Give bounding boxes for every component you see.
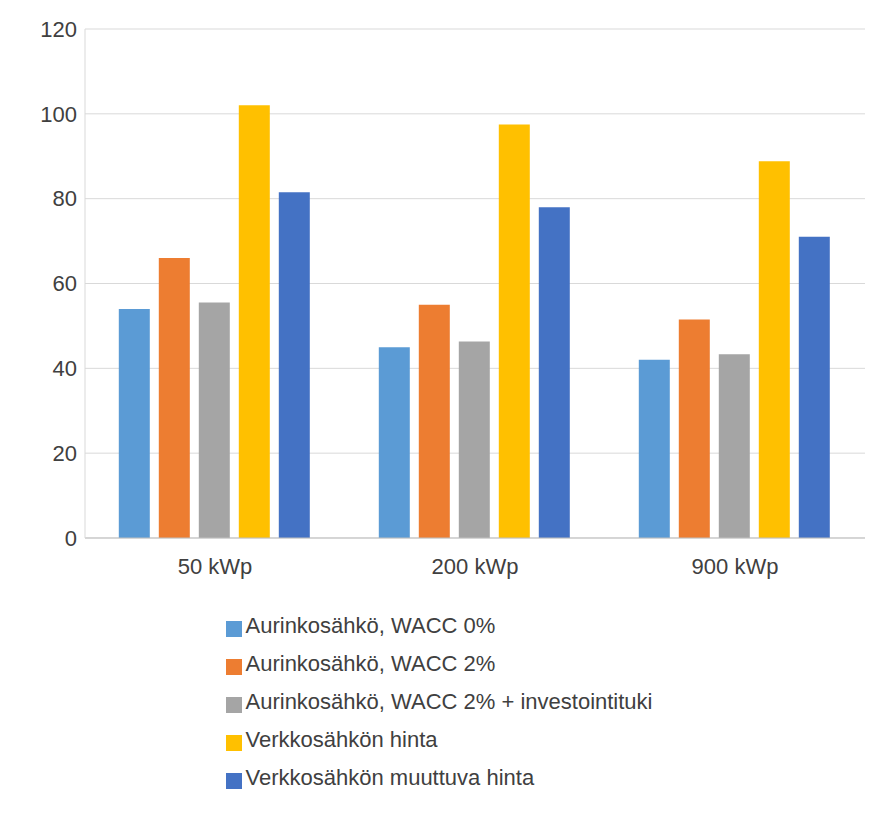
svg-text:100: 100 [40,102,77,127]
html-text:Aurinkosähkö, WACC 0%: Aurinkosähkö, WACC 0% [245,613,496,638]
html-text:Aurinkosähkö, WACC 2%: Aurinkosähkö, WACC 2% [245,651,496,676]
svg-text:40: 40 [53,356,77,381]
svg-text:20: 20 [53,441,77,466]
html-text:Aurinkosähkö, WACC 2% + invest: Aurinkosähkö, WACC 2% + investointituki [245,689,653,714]
html-text:Verkkosähkön hinta: Verkkosähkön hinta [245,727,438,752]
svg-text:60: 60 [53,271,77,296]
html-text:Verkkosähkön muuttuva hinta: Verkkosähkön muuttuva hinta [245,765,535,790]
svg-text:0: 0 [65,526,77,551]
svg-text:80: 80 [53,186,77,211]
svg-text:900 kWp: 900 kWp [692,554,779,579]
svg-text:50 kWp: 50 kWp [178,554,253,579]
svg-text:200 kWp: 200 kWp [432,554,519,579]
svg-text:120: 120 [40,17,77,42]
